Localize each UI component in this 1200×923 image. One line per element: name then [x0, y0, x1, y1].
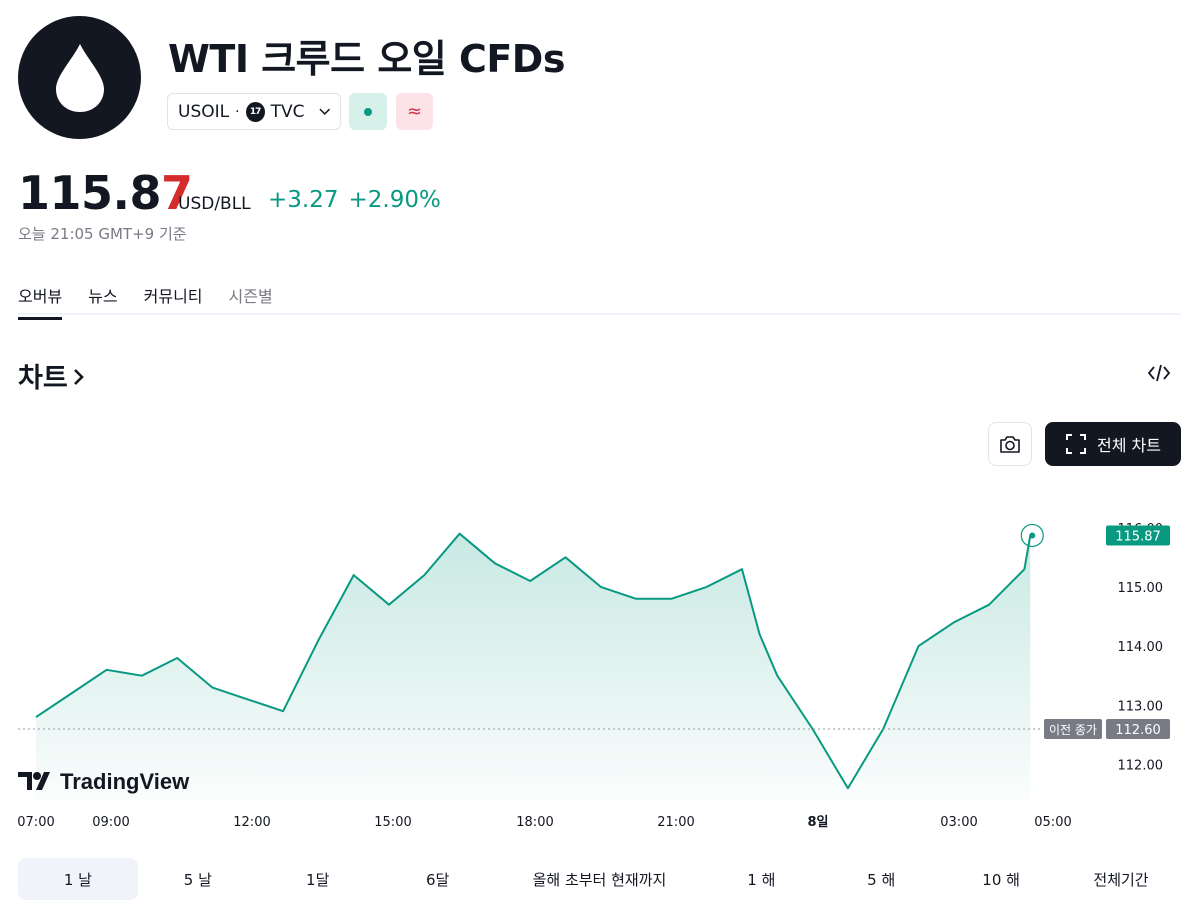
prev-close-tag-bg [1044, 718, 1102, 739]
x-tick-label: 8일 [807, 815, 828, 830]
price-chart[interactable]: 112.00113.00114.00115.00116.0007:0009:00… [0, 470, 1200, 840]
y-tick-label: 113.00 [1118, 699, 1164, 714]
last-price-dot [1029, 532, 1036, 539]
price-change: +3.27 +2.90% [268, 187, 441, 213]
symbol-logo [18, 16, 141, 139]
tab-community[interactable]: 커뮤니티 [143, 287, 203, 306]
page-title: WTI 크루드 오일 CFDs [168, 37, 565, 81]
market-status-badge[interactable] [349, 93, 387, 130]
range-10y[interactable]: 10 해 [982, 870, 1020, 889]
price-area-fill [36, 533, 1031, 800]
chevron-down-icon [318, 108, 330, 115]
full-chart-label: 전체 차트 [1097, 436, 1161, 455]
change-value: +3.27 [268, 187, 339, 213]
code-embed-icon[interactable] [1147, 363, 1171, 383]
range-1d[interactable]: 1 날 [18, 858, 138, 900]
tradingview-logo: TradingView [18, 769, 190, 794]
symbol-label: USOIL [178, 101, 230, 122]
last-price: 115.87 [18, 170, 193, 216]
prev-close-tag: 이전 종가 [1049, 723, 1097, 737]
snapshot-button[interactable] [988, 422, 1032, 466]
tab-overview[interactable]: 오버뷰 [18, 283, 63, 320]
prev-close-value-bg [1106, 718, 1170, 739]
last-price-ring [1020, 523, 1044, 548]
fullscreen-icon [1066, 434, 1087, 454]
change-percent: +2.90% [348, 187, 441, 213]
section-tabs: 오버뷰 뉴스 커뮤니티 시즌별 [18, 283, 273, 320]
last-price-label-bg [1106, 525, 1170, 546]
symbol-separator: · [235, 103, 240, 120]
exchange-label: TVC [270, 101, 305, 122]
tab-seasonals[interactable]: 시즌별 [228, 287, 273, 306]
camera-icon [1000, 436, 1020, 453]
range-1y[interactable]: 1 해 [747, 870, 776, 889]
y-tick-label: 114.00 [1118, 640, 1164, 655]
data-delay-badge[interactable]: ≈ [396, 93, 433, 130]
range-ytd[interactable]: 올해 초부터 현재까지 [532, 870, 667, 889]
range-5y[interactable]: 5 해 [867, 870, 896, 889]
last-price-label: 115.87 [1115, 529, 1161, 544]
range-selector: 1 날 5 날 1달 6달 올해 초부터 현재까지 1 해 5 해 10 해 전… [18, 858, 1181, 900]
range-5d[interactable]: 5 날 [183, 870, 212, 889]
range-all[interactable]: 전체기간 [1093, 870, 1149, 889]
exchange-logo-icon: 17 [245, 101, 265, 122]
chevron-right-icon [73, 368, 84, 385]
price-last-digit: 7 [161, 166, 193, 220]
y-tick-label: 115.00 [1118, 581, 1164, 596]
market-open-dot-icon [364, 107, 372, 116]
x-tick-label: 12:00 [233, 815, 270, 830]
delay-icon: ≈ [406, 101, 423, 122]
tab-news[interactable]: 뉴스 [88, 287, 118, 306]
full-chart-button[interactable]: 전체 차트 [1045, 422, 1181, 466]
x-tick-label: 21:00 [657, 815, 694, 830]
x-tick-label: 07:00 [17, 815, 54, 830]
tradingview-wordmark: TradingView [60, 769, 190, 794]
price-unit: USD/BLL [178, 194, 251, 214]
x-tick-label: 05:00 [1034, 815, 1071, 830]
x-tick-label: 18:00 [516, 815, 553, 830]
tabs-divider [18, 313, 1181, 315]
y-tick-label: 112.00 [1118, 758, 1164, 773]
range-1m[interactable]: 1달 [306, 870, 330, 889]
chart-section-title: 차트 [18, 363, 68, 394]
x-tick-label: 09:00 [92, 815, 129, 830]
range-6m[interactable]: 6달 [425, 870, 450, 889]
chart-section-link[interactable]: 차트 [18, 356, 86, 395]
price-main: 115.8 [18, 166, 162, 220]
x-tick-label: 03:00 [940, 815, 977, 830]
symbol-selector[interactable]: USOIL · 17 TVC [167, 93, 341, 130]
x-tick-label: 15:00 [374, 815, 411, 830]
prev-close-value: 112.60 [1115, 723, 1161, 738]
quote-timestamp: 오늘 21:05 GMT+9 기준 [18, 225, 187, 243]
oil-drop-icon [55, 43, 104, 112]
